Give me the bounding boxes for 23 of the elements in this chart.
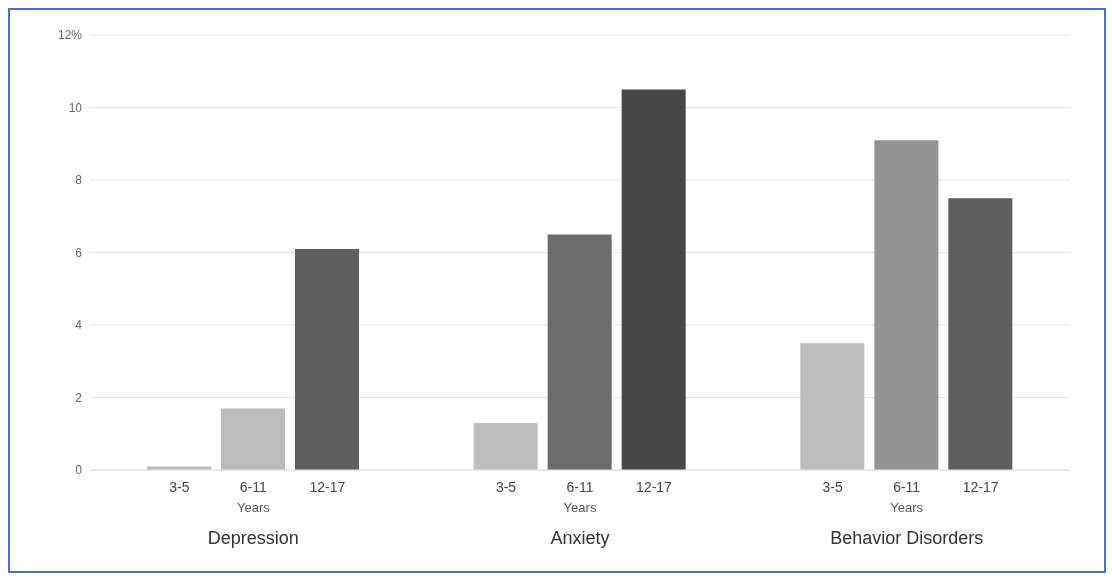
- bar: [221, 408, 285, 470]
- y-tick-label: 0: [75, 463, 83, 478]
- bar: [948, 198, 1013, 470]
- bar: [874, 140, 939, 470]
- series-label: 6-11: [239, 479, 268, 495]
- bar: [800, 343, 865, 470]
- y-tick-label: 10: [68, 100, 83, 115]
- series-label: 12-17: [309, 479, 346, 495]
- bar: [473, 422, 538, 470]
- x-tick-label: Behavior Disorders: [830, 528, 984, 548]
- y-tick-label: 2: [75, 390, 83, 405]
- x-axis-title: Years: [236, 500, 271, 515]
- x-tick-label: Depression: [207, 528, 299, 548]
- frame-border: 3-5 6-11 12-17 Years Depression 3-5 6-11 12-17 Years Anxiety 3-5 6-11 12-17 Years Behavior Disorders 0 2 4 6 8 10 12%: [8, 8, 1106, 573]
- series-label: 3-5: [169, 479, 190, 495]
- bar: [547, 234, 612, 470]
- y-tick-label: 6: [75, 245, 83, 260]
- x-tick-label: Anxiety: [550, 528, 610, 548]
- bar: [295, 248, 359, 470]
- y-tick-label: 8: [75, 173, 83, 188]
- y-tick-label: 12%: [57, 28, 83, 43]
- y-tick-label: 4: [75, 318, 83, 333]
- bar: [621, 89, 686, 470]
